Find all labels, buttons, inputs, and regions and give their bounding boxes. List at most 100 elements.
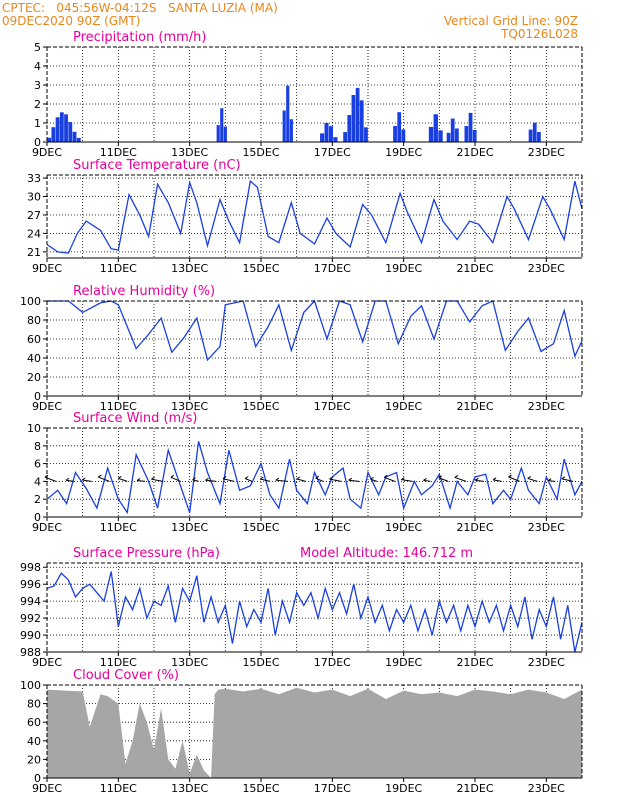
series-line [47,299,583,362]
wind-arrow-head [423,477,427,481]
y-tick-label: 992 [20,612,41,625]
y-tick-label: 0 [34,772,41,785]
precip-bar [320,133,325,142]
wind-arrow-head [475,477,479,481]
panel-title: Precipitation (mm/h) [73,30,206,45]
y-tick-label: 33 [27,172,41,185]
y-tick-label: 80 [27,698,41,711]
wind-arrow [205,479,217,482]
wind-arrow-head [260,476,264,480]
precip-bar [364,127,368,142]
wind-arrow-head [454,475,459,478]
wind-arrow [401,479,413,482]
y-tick-label: 80 [27,314,41,327]
wind-arrow-head [170,474,175,478]
x-tick-label: 13DEC [171,656,208,669]
panel-2: 21 24 27 30 33 9DEC 11DEC 13DEC 15DEC 17DEC 19DEC 2… [27,158,583,275]
wind-arrow-head [244,476,249,479]
y-tick-label: 0 [34,136,41,149]
wind-arrow [222,478,235,482]
panel-5: 988 990 992 994 996 998 9DEC 11DEC 13DEC 15DEC 17D… [20,546,583,669]
precip-bar [68,122,73,142]
x-tick-label: 15DEC [242,262,279,275]
wind-arrow-head [383,474,388,478]
precip-bar [223,126,227,142]
panel-6: 0 20 40 60 80 100 9DEC 11DEC 13DEC 15DEC 17DEC 19DE… [20,668,583,795]
x-tick-label: 21DEC [456,262,493,275]
precip-bar [393,125,397,142]
panel-title: Surface Pressure (hPa) [73,546,220,561]
x-tick-label: 13DEC [171,400,208,413]
x-tick-label: 19DEC [385,521,422,534]
x-tick-label: 19DEC [385,656,422,669]
wind-arrow-head [136,478,141,481]
wind-arrow [561,478,574,482]
y-tick-label: 100 [20,679,41,692]
header-station: CPTEC: 045:56W-04:12S SANTA LUZIA (MA) [2,1,278,15]
precip-bar [397,112,402,142]
wind-arrow-head [547,478,552,482]
y-tick-label: 988 [20,646,41,659]
wind-arrow [170,476,181,482]
panel-title: Surface Temperature (nC) [73,158,241,173]
y-tick-label: 2 [34,98,41,111]
wind-arrow [192,479,199,482]
precip-bar [343,132,347,142]
x-tick-label: 9DEC [32,262,62,275]
wind-arrow [548,480,556,482]
precip-bar [76,137,81,142]
x-tick-label: 17DEC [314,400,351,413]
x-tick-label: 11DEC [100,656,137,669]
precip-bar [286,85,290,142]
wind-arrow [475,479,484,482]
x-tick-label: 21DEC [456,521,493,534]
precip-bar [464,126,469,142]
panel-title: Surface Wind (m/s) [73,411,197,426]
wind-arrow [118,477,128,482]
y-tick-label: 20 [27,371,41,384]
precip-bar [446,132,451,142]
wind-arrow [527,477,538,482]
wind-arrow-head [151,476,155,480]
wind-arrow [260,478,271,482]
x-tick-label: 23DEC [528,782,565,795]
y-tick-label: 40 [27,352,41,365]
x-tick-label: 21DEC [456,782,493,795]
wind-arrow [137,479,146,482]
wind-arrow [454,476,467,482]
y-tick-label: 2 [34,493,41,506]
x-tick-label: 15DEC [242,782,279,795]
precip-bar [532,122,537,142]
precip-bar [359,100,364,142]
y-tick-label: 40 [27,735,41,748]
x-tick-label: 23DEC [528,656,565,669]
x-tick-label: 9DEC [32,521,62,534]
model-altitude-label: Model Altitude: 146.712 m [300,546,473,561]
y-tick-label: 1 [34,117,41,130]
precip-bar [472,129,477,142]
precip-bar [72,131,77,142]
x-tick-label: 15DEC [242,146,279,159]
x-tick-label: 17DEC [314,521,351,534]
x-tick-label: 19DEC [385,782,422,795]
wind-arrow [65,479,74,482]
wind-arrow-head [275,477,280,481]
y-tick-label: 30 [27,191,41,204]
x-tick-label: 9DEC [32,782,62,795]
wind-arrow [98,476,110,482]
wind-arrow [296,478,306,482]
x-tick-label: 11DEC [100,521,137,534]
precip-bar [450,118,455,142]
y-tick-label: 21 [27,246,41,259]
precip-bar [51,127,56,142]
wind-arrow [438,477,449,482]
header-run-id: TQ0126L028 [501,27,578,41]
header-date: 09DEC2020 90Z (GMT) [2,14,141,28]
wind-arrow-head [97,474,102,478]
x-tick-label: 19DEC [385,400,422,413]
series-line [46,571,583,653]
precip-bar [428,126,434,142]
x-tick-label: 21DEC [456,400,493,413]
precip-bar [328,126,334,142]
y-tick-label: 998 [20,561,41,574]
